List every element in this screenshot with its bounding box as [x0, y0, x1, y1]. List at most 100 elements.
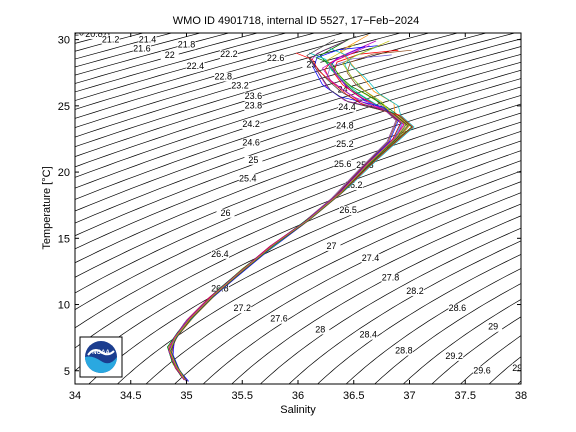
- density-contour-line: [374, 283, 521, 384]
- profile-series-line: [169, 47, 415, 377]
- y-tick-label: 10: [58, 300, 70, 312]
- density-contour-line: [0, 13, 20, 410]
- x-tick-label: 35: [180, 390, 192, 402]
- contour-label-bg: [186, 61, 205, 71]
- density-contour-line: [202, 203, 521, 384]
- contour-label-bg: [406, 286, 425, 296]
- contour-label-bg: [216, 208, 235, 218]
- contour-label-bg: [219, 49, 238, 59]
- contour-label-bg: [322, 241, 341, 251]
- density-contour-line: [75, 33, 288, 93]
- contour-label-bg: [361, 253, 380, 263]
- density-contour-line: [75, 33, 459, 148]
- contour-label-bg: [344, 180, 363, 190]
- density-contour-line: [116, 170, 521, 384]
- x-axis-ticks: 34 34.5 35 35.5 36 36.5 37 37.5 38: [69, 33, 527, 402]
- contour-label: 25: [248, 155, 258, 165]
- y-tick-label: 15: [58, 233, 70, 245]
- contour-label-bg: [177, 40, 196, 50]
- contour-label-bg: [394, 346, 413, 356]
- x-tick-label: 37: [403, 390, 415, 402]
- y-axis-ticks: 5 10 15 20 25 30: [58, 35, 521, 378]
- contour-label-bg: [270, 314, 289, 324]
- density-contour-line: [288, 240, 521, 384]
- contour-label: 25.6: [334, 159, 352, 169]
- contour-label-bg: [238, 174, 257, 184]
- x-tick-label: 38: [515, 390, 527, 402]
- contour-label: 22.4: [187, 61, 205, 71]
- density-contour-line: [0, 13, 77, 410]
- contour-label: 27: [326, 241, 336, 251]
- noaa-logo: NOAA: [79, 336, 123, 378]
- profile-series-line: [168, 45, 405, 379]
- density-contour-line: [75, 33, 516, 168]
- x-tick-label: 36: [292, 390, 304, 402]
- y-axis-title: Temperature [°C]: [41, 166, 53, 249]
- contour-label: 28.6: [449, 303, 467, 313]
- contour-label: 26: [221, 208, 231, 218]
- contour-label: 24.4: [338, 102, 356, 112]
- contour-label-bg: [302, 60, 321, 70]
- contour-label: 22.8: [215, 71, 233, 81]
- contour-label-bg: [160, 51, 179, 61]
- contour-label: 27.8: [382, 273, 400, 283]
- contour-label-bg: [138, 35, 157, 45]
- density-contour-line: [75, 33, 431, 138]
- contour-label: 27.6: [270, 314, 288, 324]
- contour-label-bg: [333, 85, 352, 95]
- density-contour-line: [402, 299, 521, 384]
- contour-label: 24.8: [336, 120, 354, 130]
- contour-label: 30: [538, 375, 548, 385]
- contour-label-bg: [381, 273, 400, 283]
- contour-label: 24.6: [242, 138, 260, 148]
- contour-label-bg: [101, 35, 120, 45]
- contour-label-bg: [512, 363, 521, 373]
- contour-label: 26.4: [211, 249, 229, 259]
- contour-label: 29.4: [523, 335, 541, 345]
- contour-label-bg: [244, 92, 263, 102]
- x-tick-label: 36.5: [343, 390, 364, 402]
- contour-label-bg: [534, 376, 552, 385]
- contour-label: 21.2: [102, 34, 120, 44]
- density-contour-line: [75, 94, 521, 264]
- contour-label: 23.2: [231, 81, 249, 91]
- contour-label: 23.6: [245, 91, 263, 101]
- contour-label: 25.4: [239, 173, 257, 183]
- contour-label-bg: [266, 53, 285, 63]
- contour-label: 28.8: [395, 346, 413, 356]
- contour-label-bg: [242, 138, 261, 148]
- density-contour-line: [75, 33, 316, 101]
- contour-label: 26.5: [339, 205, 357, 215]
- contour-label: 21.6: [133, 44, 151, 54]
- density-contour-line: [75, 33, 373, 119]
- density-contour-line: [75, 130, 521, 329]
- contour-label: 20.6: [74, 28, 92, 38]
- contour-label-bg: [335, 121, 354, 131]
- contour-label: 21.4: [139, 34, 157, 44]
- density-contour-line: [75, 33, 488, 157]
- y-tick-label: 25: [58, 101, 70, 113]
- contour-label-bg: [472, 366, 491, 376]
- density-contour-line: [231, 215, 521, 384]
- density-contour-line: [75, 121, 521, 311]
- density-contour-line: [317, 253, 521, 384]
- contour-label-bg: [233, 304, 252, 314]
- chart-title: WMO ID 4901718, internal ID 5527, 17−Feb…: [173, 15, 419, 27]
- contour-label: 23: [306, 59, 316, 69]
- contour-label: 27.2: [233, 303, 251, 313]
- contour-label-bg: [359, 330, 378, 340]
- density-contour-line: [75, 53, 521, 200]
- contour-label: 29.2: [445, 351, 463, 361]
- contour-label: 28: [315, 324, 325, 334]
- density-contour-line: [345, 268, 521, 384]
- density-contour-line: [145, 181, 521, 384]
- contour-label: 24.2: [242, 119, 260, 129]
- density-contour-line: [75, 78, 521, 237]
- density-contour-line: [174, 192, 521, 384]
- contour-label-bg: [132, 44, 151, 54]
- contour-label: 25.2: [336, 139, 354, 149]
- contour-label-bg: [84, 33, 103, 39]
- contour-label-bg: [523, 336, 541, 345]
